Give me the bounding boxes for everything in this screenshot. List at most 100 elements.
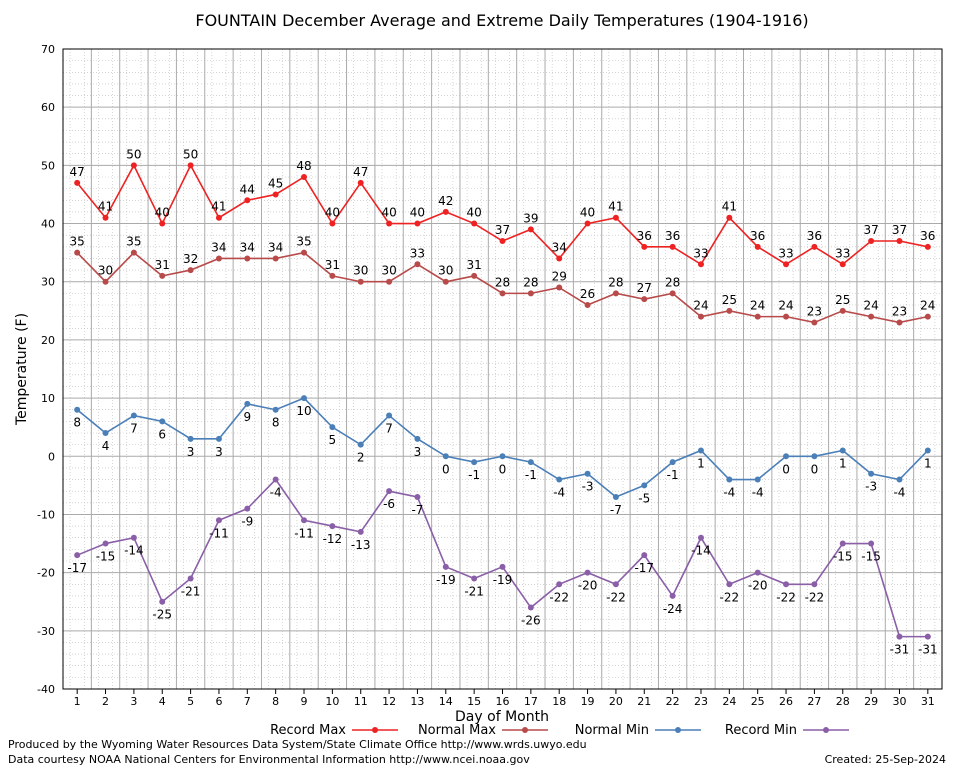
data-point bbox=[74, 552, 81, 559]
data-label: 0 bbox=[782, 462, 790, 476]
data-point bbox=[783, 581, 790, 588]
data-label: 40 bbox=[325, 206, 340, 220]
data-point bbox=[527, 459, 534, 466]
data-label: 25 bbox=[835, 293, 850, 307]
data-label: 23 bbox=[892, 304, 907, 318]
x-tick-label: 12 bbox=[382, 695, 396, 708]
data-point bbox=[584, 302, 591, 308]
data-label: 33 bbox=[778, 246, 793, 260]
data-point bbox=[783, 261, 790, 268]
data-point bbox=[868, 238, 875, 244]
data-point bbox=[811, 243, 818, 250]
data-label: -21 bbox=[181, 584, 201, 598]
data-label: -15 bbox=[833, 550, 853, 564]
data-label: 30 bbox=[353, 264, 368, 278]
series-normal-max: 35 30 35 31 32 34 34 34 35 31 30 30 33 30 31 28 28 29 26 28… bbox=[70, 235, 935, 326]
legend-swatch-marker bbox=[372, 727, 378, 733]
legend-label: Record Min bbox=[725, 723, 797, 738]
data-point bbox=[612, 494, 619, 500]
data-label: 40 bbox=[155, 206, 170, 220]
x-tick-label: 25 bbox=[751, 695, 765, 708]
data-label: 34 bbox=[240, 240, 255, 254]
legend-swatch-marker bbox=[522, 727, 528, 733]
data-label: 41 bbox=[722, 200, 737, 214]
data-label: 37 bbox=[495, 223, 510, 237]
data-point bbox=[783, 453, 790, 460]
data-label: 27 bbox=[637, 281, 652, 295]
data-point bbox=[414, 435, 421, 442]
x-tick-label: 28 bbox=[836, 695, 850, 708]
x-tick-label: 2 bbox=[102, 695, 109, 708]
data-point bbox=[868, 313, 875, 320]
data-label: 31 bbox=[325, 258, 340, 272]
x-axis-label: Day of Month bbox=[455, 709, 549, 725]
data-label: -11 bbox=[294, 526, 314, 540]
chart-title: FOUNTAIN December Average and Extreme Da… bbox=[195, 11, 808, 30]
data-point bbox=[726, 307, 733, 314]
data-point bbox=[357, 179, 364, 186]
data-label: -4 bbox=[723, 486, 735, 500]
data-point bbox=[301, 517, 308, 524]
data-label: 3 bbox=[215, 445, 223, 459]
data-point bbox=[669, 459, 676, 466]
data-label: 41 bbox=[98, 200, 113, 214]
data-point bbox=[244, 255, 251, 262]
data-point bbox=[329, 424, 336, 431]
data-point bbox=[329, 272, 336, 279]
data-label: -22 bbox=[549, 590, 569, 604]
y-tick-label: -20 bbox=[37, 567, 55, 580]
data-point bbox=[357, 441, 364, 448]
data-point bbox=[896, 476, 903, 483]
data-label: 40 bbox=[580, 206, 595, 220]
data-point bbox=[130, 412, 137, 419]
y-axis-ticks: -40 -30 -20 -10 0 10 20 30 40 50 60 70 bbox=[37, 43, 55, 696]
data-point bbox=[159, 220, 166, 227]
data-point bbox=[187, 435, 194, 442]
data-label: -22 bbox=[805, 590, 825, 604]
data-label: 28 bbox=[523, 275, 538, 289]
data-label: -24 bbox=[663, 602, 683, 616]
data-label: 36 bbox=[750, 229, 765, 243]
series-record-max: 47 41 50 40 50 41 44 45 48 40 47 40 40 42 40 37 39 34 40 41… bbox=[70, 147, 935, 268]
data-label: -4 bbox=[893, 486, 905, 500]
data-label: -22 bbox=[606, 590, 626, 604]
data-point bbox=[102, 214, 109, 221]
data-label: -19 bbox=[436, 573, 456, 587]
legend: Record Max Normal Max Normal Min Record Min bbox=[270, 723, 849, 738]
data-label: -4 bbox=[553, 486, 565, 500]
data-point bbox=[442, 453, 449, 460]
data-point bbox=[159, 272, 166, 279]
data-point bbox=[726, 214, 733, 221]
data-point bbox=[584, 569, 591, 576]
data-point bbox=[130, 162, 137, 169]
x-tick-label: 8 bbox=[272, 695, 279, 708]
data-point bbox=[754, 313, 761, 320]
data-point bbox=[584, 220, 591, 227]
data-point bbox=[556, 581, 563, 588]
data-label: 1 bbox=[839, 456, 847, 470]
data-label: 41 bbox=[211, 200, 226, 214]
data-label: 3 bbox=[414, 445, 422, 459]
data-point bbox=[74, 249, 81, 256]
data-label: 30 bbox=[98, 264, 113, 278]
data-point bbox=[442, 208, 449, 215]
y-tick-label: -40 bbox=[37, 683, 55, 696]
legend-item-record-max: Record Max bbox=[270, 723, 398, 738]
legend-label: Record Max bbox=[270, 723, 346, 738]
data-label: 29 bbox=[552, 270, 567, 284]
data-point bbox=[697, 261, 704, 268]
data-label: -1 bbox=[525, 468, 537, 482]
data-point bbox=[868, 540, 875, 547]
chart-grid bbox=[62, 48, 943, 690]
data-point bbox=[329, 220, 336, 227]
data-point bbox=[386, 412, 393, 419]
data-point bbox=[215, 435, 222, 442]
x-tick-label: 18 bbox=[552, 695, 566, 708]
data-point bbox=[187, 162, 194, 169]
legend-swatch-marker bbox=[675, 727, 681, 733]
data-point bbox=[499, 453, 506, 460]
data-label: 0 bbox=[499, 462, 507, 476]
data-label: 35 bbox=[126, 235, 141, 249]
data-point bbox=[811, 581, 818, 588]
data-point bbox=[783, 313, 790, 320]
